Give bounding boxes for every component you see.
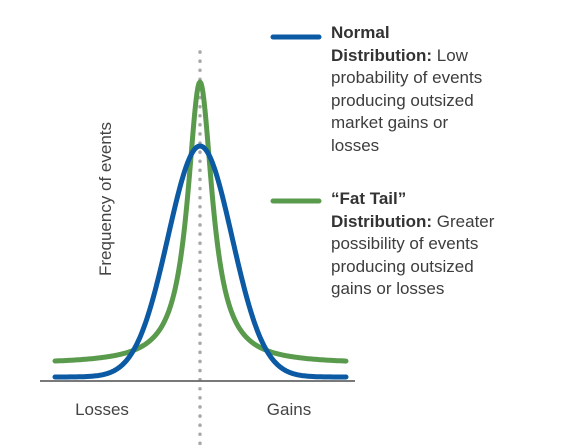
x-axis-losses-label: Losses bbox=[75, 400, 129, 419]
legend-normal-line-2: Distribution: Low bbox=[331, 45, 468, 65]
fat-tail-distribution-curve bbox=[52, 79, 349, 364]
legend-fat-tail-distribution: “Fat Tail” Distribution: Greater possibi… bbox=[331, 188, 563, 301]
legend-fat-line-4: producing outsized bbox=[331, 256, 474, 276]
legend-normal-line-1: Normal bbox=[331, 23, 390, 42]
legend-normal-distribution: Normal Distribution: Low probability of … bbox=[331, 22, 563, 157]
legend-fat-line-1: “Fat Tail” bbox=[331, 189, 407, 208]
legend-normal-line-5: market gains or bbox=[331, 113, 449, 132]
normal-distribution-curve bbox=[52, 143, 349, 380]
legend-fat-line-3: possibility of events bbox=[331, 234, 479, 253]
legend-normal-line-3: probability of events bbox=[331, 68, 483, 87]
legend-normal-line-4: producing outsized bbox=[331, 90, 474, 110]
legend-fat-line-2: Distribution: Greater bbox=[331, 211, 495, 231]
legend-normal-line-6: losses bbox=[331, 135, 380, 155]
x-axis-gains-label: Gains bbox=[267, 400, 311, 419]
legend-fat-line-5: gains or losses bbox=[331, 279, 445, 298]
y-axis-label: Frequency of events bbox=[96, 122, 115, 276]
